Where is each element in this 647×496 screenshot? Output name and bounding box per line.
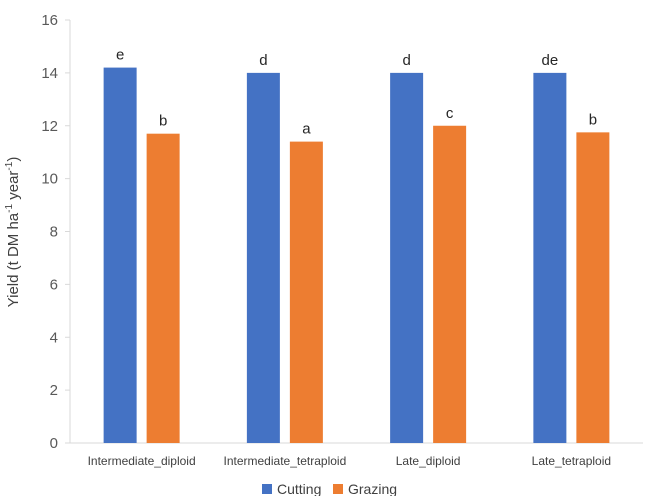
y-tick-label: 10	[41, 171, 58, 188]
bar-grazing	[146, 133, 180, 443]
data-label-grazing: a	[302, 121, 311, 138]
data-label-cutting: d	[259, 52, 267, 69]
y-tick-label: 6	[50, 276, 58, 293]
y-tick-label: 8	[50, 224, 58, 241]
legend: Cutting Grazing	[262, 481, 397, 496]
bar-cutting	[103, 67, 137, 444]
x-category-label: Late_tetraploid	[532, 454, 611, 468]
bar-grazing	[433, 125, 467, 443]
x-category-label: Intermediate_tetraploid	[224, 454, 347, 468]
bar-cutting	[390, 72, 424, 443]
y-tick-label: 0	[50, 435, 58, 452]
data-label-grazing: b	[589, 111, 597, 128]
legend-label-cutting: Cutting	[277, 481, 321, 496]
y-tick-label: 14	[41, 65, 58, 82]
y-tick-label: 16	[41, 12, 58, 29]
axes: 0 2 4 6 8 10 12 14 16 Intermediate_diploid Interme…	[41, 12, 643, 468]
x-category-label: Intermediate_diploid	[88, 454, 196, 468]
y-tick-label: 4	[50, 329, 58, 346]
y-tick-label: 12	[41, 118, 58, 135]
bar-grazing	[289, 141, 323, 444]
data-label-grazing: b	[159, 113, 167, 130]
bar-cutting	[533, 72, 567, 443]
data-label-cutting: e	[116, 47, 124, 64]
data-label-cutting: de	[542, 52, 559, 69]
legend-label-grazing: Grazing	[348, 481, 397, 496]
data-label-cutting: d	[402, 52, 410, 69]
y-tick-label: 2	[50, 382, 58, 399]
bars	[103, 67, 610, 444]
legend-swatch-grazing	[333, 484, 343, 494]
bar-grazing	[576, 132, 610, 443]
y-axis-title: Yield (t DM ha-1 year-1)	[4, 157, 22, 308]
data-labels: e b d a d c de b	[116, 47, 597, 138]
data-label-grazing: c	[446, 105, 454, 122]
bar-cutting	[246, 72, 280, 443]
x-category-label: Late_diploid	[396, 454, 461, 468]
legend-swatch-cutting	[262, 484, 272, 494]
